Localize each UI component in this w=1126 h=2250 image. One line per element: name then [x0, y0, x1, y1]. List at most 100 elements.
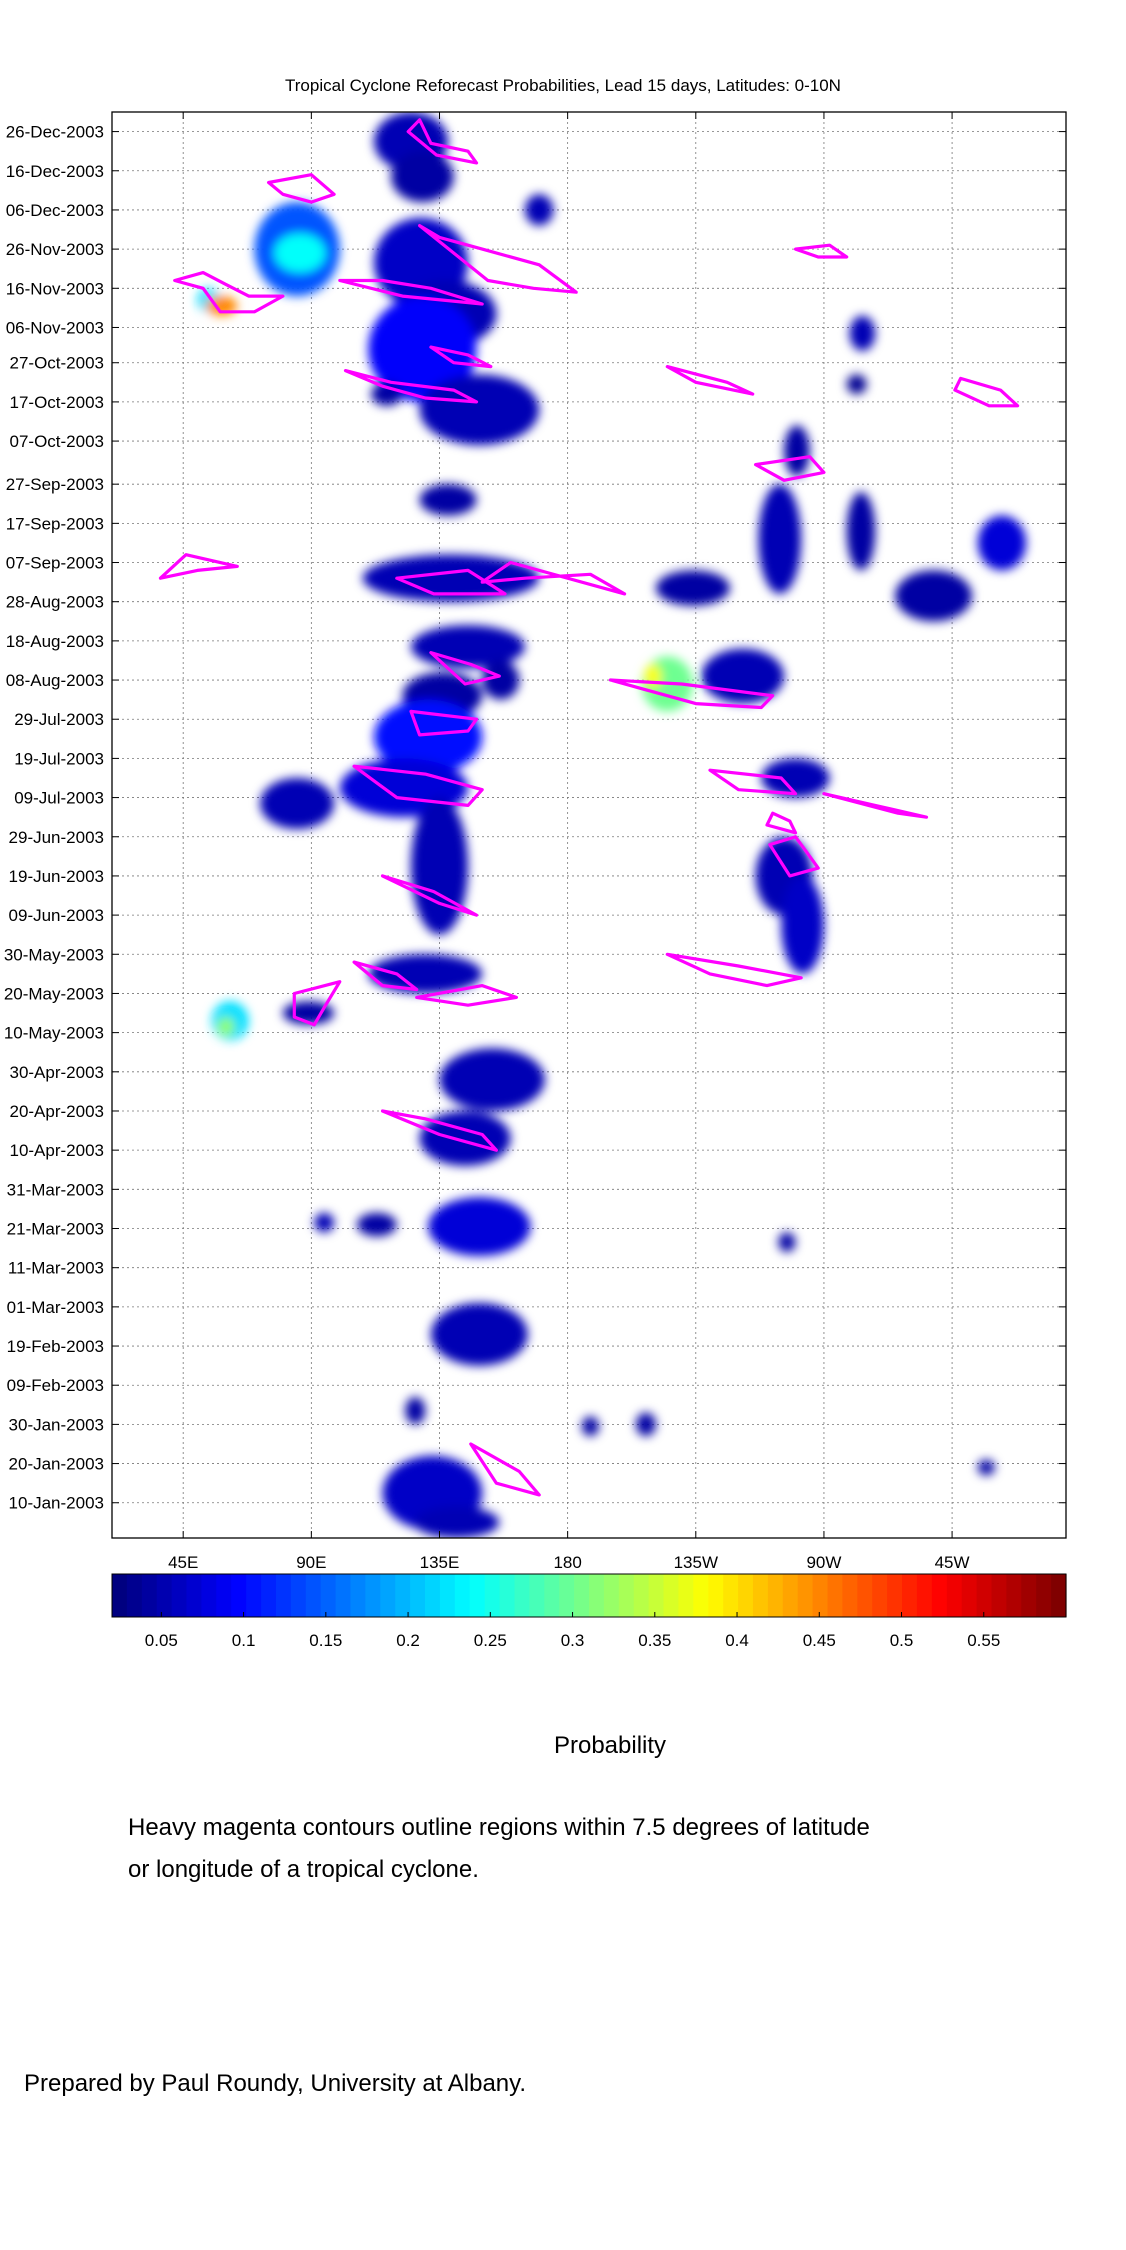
colorbar-segment: [112, 1574, 128, 1617]
colorbar-segment: [365, 1574, 381, 1617]
cyclone-contour: [469, 1442, 541, 1497]
colorbar-segment: [1006, 1574, 1022, 1617]
y-tick-label: 30-Apr-2003: [9, 1063, 104, 1082]
x-tick-label: 45W: [935, 1553, 970, 1572]
y-tick-label: 17-Oct-2003: [10, 393, 105, 412]
y-tick-label: 16-Dec-2003: [6, 162, 104, 181]
colorbar-segment: [171, 1574, 188, 1617]
colorbar-tick-label: 0.3: [561, 1631, 585, 1650]
y-tick-label: 07-Oct-2003: [10, 432, 105, 451]
probability-blob: [439, 1048, 545, 1111]
colorbar-segment: [439, 1574, 456, 1617]
probability-blob: [655, 570, 730, 606]
y-tick-label: 11-Mar-2003: [8, 1259, 104, 1278]
probability-field: [197, 112, 1027, 1538]
colorbar-tick-label: 0.45: [803, 1631, 836, 1650]
probability-blob: [758, 484, 802, 594]
probability-blob: [411, 625, 525, 669]
colorbar-segment: [648, 1574, 665, 1617]
colorbar-segment: [633, 1574, 650, 1617]
cyclone-contour: [380, 874, 479, 917]
probability-blob: [411, 797, 468, 935]
y-tick-label: 17-Sep-2003: [6, 514, 104, 533]
colorbar-segment: [156, 1574, 173, 1617]
cyclone-contours: [158, 118, 1020, 1497]
cyclone-contour: [267, 173, 336, 204]
probability-blob: [362, 554, 540, 602]
colorbar-segment: [603, 1574, 620, 1617]
colorbar-segment: [484, 1574, 501, 1617]
cyclone-contour: [429, 345, 493, 369]
probability-blob: [274, 233, 326, 273]
colorbar-segment: [782, 1574, 799, 1617]
probability-blob: [356, 1212, 397, 1237]
colorbar-segment: [693, 1574, 709, 1617]
cyclone-contour: [352, 764, 484, 808]
y-tick-label: 20-May-2003: [4, 984, 104, 1003]
colorbar-segment: [410, 1574, 426, 1617]
colorbar-segment: [216, 1574, 232, 1617]
y-tick-label: 20-Jan-2003: [9, 1455, 104, 1474]
colorbar-segment: [767, 1574, 784, 1617]
y-tick-label: 19-Jul-2003: [14, 749, 104, 768]
colorbar-segment: [201, 1574, 217, 1617]
grid-lines: [112, 112, 1066, 1538]
colorbar-segment: [126, 1574, 143, 1617]
colorbar-segment: [425, 1574, 441, 1617]
probability-blob: [846, 374, 867, 395]
y-tick-label: 01-Mar-2003: [7, 1298, 104, 1317]
y-tick-label: 28-Aug-2003: [6, 593, 104, 612]
chart-title: Tropical Cyclone Reforecast Probabilitie…: [285, 76, 841, 95]
y-tick-label: 31-Mar-2003: [7, 1180, 104, 1199]
probability-blob: [781, 875, 824, 974]
y-tick-label: 19-Feb-2003: [7, 1337, 104, 1356]
colorbar-tick-label: 0.25: [474, 1631, 507, 1650]
probability-blob: [644, 664, 662, 688]
colorbar-segment: [186, 1574, 203, 1617]
cyclone-contour: [343, 369, 479, 404]
probability-blob: [217, 1016, 235, 1037]
colorbar-segment: [723, 1574, 739, 1617]
note-line-2: or longitude of a tropical cyclone.: [128, 1856, 479, 1883]
y-tick-label: 29-Jul-2003: [14, 710, 104, 729]
cyclone-contour: [480, 560, 627, 596]
colorbar-segment: [678, 1574, 694, 1617]
colorbar-segment: [1036, 1574, 1052, 1617]
colorbar-segment: [395, 1574, 411, 1617]
colorbar-segment: [246, 1574, 262, 1617]
plot-frame: [111, 111, 1067, 1539]
probability-blob: [413, 1506, 500, 1538]
probability-blob: [761, 758, 830, 798]
probability-blob: [784, 425, 810, 477]
colorbar-segment: [305, 1574, 322, 1617]
colorbar-segment: [961, 1574, 978, 1617]
probability-blob: [428, 1197, 531, 1256]
cyclone-contour: [768, 835, 820, 878]
x-tick-label: 180: [553, 1553, 581, 1572]
colorbar-segment: [842, 1574, 858, 1617]
cyclone-contour: [708, 768, 798, 796]
cyclone-contour: [822, 792, 929, 819]
x-tick-label: 45E: [168, 1553, 198, 1572]
cyclone-contour: [765, 811, 798, 835]
colorbar-segment: [499, 1574, 516, 1617]
colorbar: 0.05 0.1 0.15 0.2 0.25 0.3 0.35 0.4 0.45 0.5 0.55: [111, 1573, 1067, 1650]
cyclone-contour: [793, 243, 849, 259]
x-tick-label: 90W: [806, 1553, 841, 1572]
colorbar-segment: [812, 1574, 829, 1617]
y-tick-label: 09-Jun-2003: [9, 906, 104, 925]
colorbar-segment: [738, 1574, 754, 1617]
colorbar-label: Probability: [553, 1732, 667, 1759]
cyclone-contour: [173, 271, 285, 314]
colorbar-segment: [902, 1574, 918, 1617]
y-tick-label: 10-Jan-2003: [9, 1494, 104, 1513]
probability-blob: [419, 484, 477, 516]
x-axis: 45E 90E 135E 180 135W 90W 45W: [168, 112, 970, 1572]
colorbar-segment: [946, 1574, 963, 1617]
colorbar-segment: [991, 1574, 1007, 1617]
cyclone-contour: [753, 455, 826, 482]
y-tick-label: 20-Apr-2003: [9, 1102, 104, 1121]
colorbar-segment: [544, 1574, 560, 1617]
probability-blob: [977, 1459, 995, 1476]
colorbar-segment: [574, 1574, 590, 1617]
